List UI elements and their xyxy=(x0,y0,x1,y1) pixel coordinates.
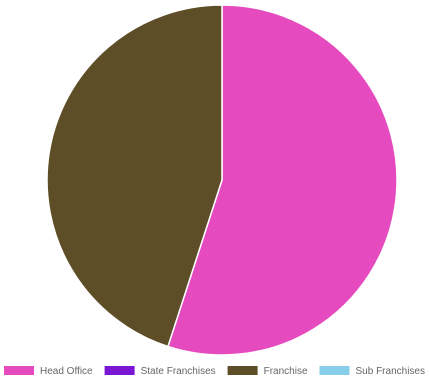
legend-item-sub-franchises[interactable]: Sub Franchises xyxy=(319,366,425,377)
legend-label: Franchise xyxy=(264,366,308,377)
legend-swatch xyxy=(319,366,350,375)
pie-slice-franchise[interactable] xyxy=(46,4,223,348)
legend-label: Head Office xyxy=(40,366,93,377)
legend-label: State Franchises xyxy=(141,366,216,377)
legend-label: Sub Franchises xyxy=(356,366,425,377)
legend-item-head-office[interactable]: Head Office xyxy=(4,366,93,377)
chart-legend: Head Office State Franchises Franchise Sub … xyxy=(4,366,425,377)
legend-swatch xyxy=(4,366,34,375)
legend-item-franchise[interactable]: Franchise xyxy=(227,366,308,377)
pie-slice-head-office[interactable] xyxy=(166,4,398,356)
legend-swatch xyxy=(227,366,258,375)
pie-slices xyxy=(46,4,398,356)
legend-swatch xyxy=(104,366,135,375)
legend-item-state-franchises[interactable]: State Franchises xyxy=(104,366,216,377)
